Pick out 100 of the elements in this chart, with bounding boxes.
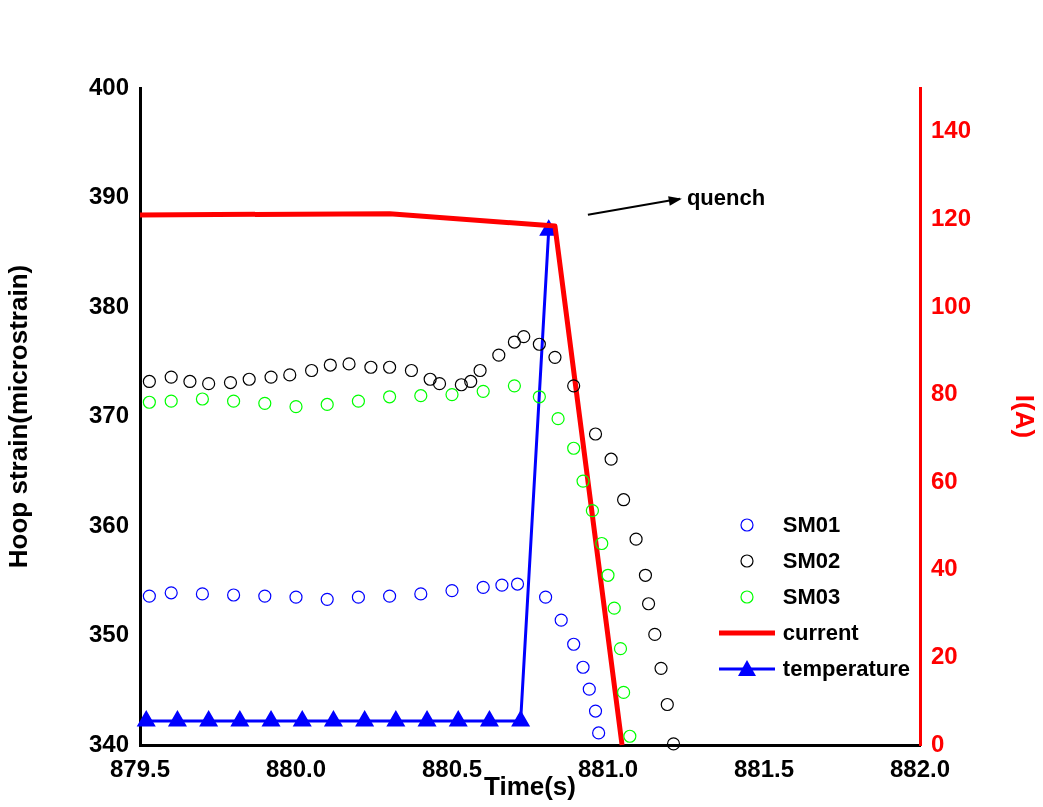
point <box>364 360 378 374</box>
point <box>137 711 155 727</box>
point <box>223 375 238 390</box>
point <box>183 374 197 389</box>
x-tick-label: 881.0 <box>577 755 639 783</box>
point <box>617 493 631 507</box>
point <box>567 637 581 651</box>
point <box>592 726 606 740</box>
point <box>617 685 631 700</box>
y2-tick-label: 140 <box>931 116 972 144</box>
legend-label: SM03 <box>782 584 841 610</box>
legend-label: SM02 <box>782 548 841 574</box>
x-axis-title: Time(s) <box>484 770 576 801</box>
point <box>613 642 628 656</box>
y2-tick-label: 20 <box>931 642 958 670</box>
point <box>512 711 530 727</box>
point <box>195 587 209 601</box>
point <box>510 577 525 591</box>
point <box>648 627 662 642</box>
point <box>495 578 509 592</box>
point <box>551 412 565 426</box>
point <box>492 348 506 362</box>
y2-tick-label: 120 <box>931 204 972 232</box>
y2-tick-label: 80 <box>931 379 958 407</box>
point <box>283 368 297 382</box>
point <box>660 697 674 712</box>
point <box>289 400 303 414</box>
point <box>532 390 546 404</box>
point <box>404 363 419 378</box>
point <box>623 729 637 743</box>
point <box>473 363 487 378</box>
point <box>305 363 319 378</box>
x-tick-label: 882.0 <box>889 755 951 783</box>
y-tick-label: 400 <box>88 72 129 100</box>
point <box>227 394 241 408</box>
point <box>383 360 397 374</box>
point <box>264 370 278 384</box>
point <box>604 452 618 466</box>
point <box>532 337 546 351</box>
point <box>351 394 365 408</box>
point <box>383 589 397 603</box>
legend-label: temperature <box>782 656 910 682</box>
point <box>164 370 178 384</box>
legend-label: SM01 <box>782 512 841 538</box>
point <box>638 568 653 582</box>
point <box>517 329 531 344</box>
point <box>195 392 209 406</box>
point <box>476 580 490 594</box>
x-tick-label: 879.5 <box>109 755 171 783</box>
point <box>445 388 459 402</box>
point <box>666 737 681 751</box>
point <box>258 589 272 603</box>
point <box>342 357 356 371</box>
legend-label: current <box>782 620 859 646</box>
point <box>323 358 337 372</box>
point <box>595 536 609 551</box>
point <box>582 682 596 696</box>
point <box>142 589 156 603</box>
point <box>567 379 581 393</box>
y2-tick-label: 0 <box>931 729 945 757</box>
point <box>293 711 311 727</box>
point <box>585 504 599 518</box>
point <box>554 613 568 627</box>
point <box>607 601 621 615</box>
point <box>539 590 553 604</box>
point <box>507 335 521 349</box>
point <box>231 711 249 727</box>
point <box>242 372 256 386</box>
x-tick-label: 880.0 <box>265 755 327 783</box>
point <box>325 711 342 727</box>
point <box>414 389 428 403</box>
point <box>567 441 581 455</box>
point <box>142 374 156 389</box>
point <box>576 660 590 674</box>
point <box>588 704 603 718</box>
point <box>507 379 521 393</box>
point <box>164 394 178 408</box>
y-tick-label: 370 <box>88 401 129 429</box>
y-tick-label: 390 <box>88 182 129 210</box>
point <box>258 396 272 410</box>
point <box>387 711 405 727</box>
point <box>289 590 303 604</box>
y2-tick-label: 40 <box>931 554 958 582</box>
y-tick-label: 350 <box>88 620 129 648</box>
point <box>449 711 467 727</box>
point <box>418 711 436 727</box>
point <box>164 586 178 600</box>
y-axis-title: Hoop strain(microstrain) <box>2 264 33 569</box>
point <box>200 711 218 727</box>
point <box>356 711 374 727</box>
point <box>262 711 280 727</box>
point <box>320 592 334 606</box>
x-tick-label: 880.5 <box>421 755 483 783</box>
point <box>454 378 468 392</box>
y2-axis-title: I(A) <box>1010 394 1041 439</box>
point <box>654 661 668 675</box>
point <box>576 474 590 488</box>
point <box>601 568 615 582</box>
y-tick-label: 380 <box>88 291 129 319</box>
point <box>227 588 241 602</box>
